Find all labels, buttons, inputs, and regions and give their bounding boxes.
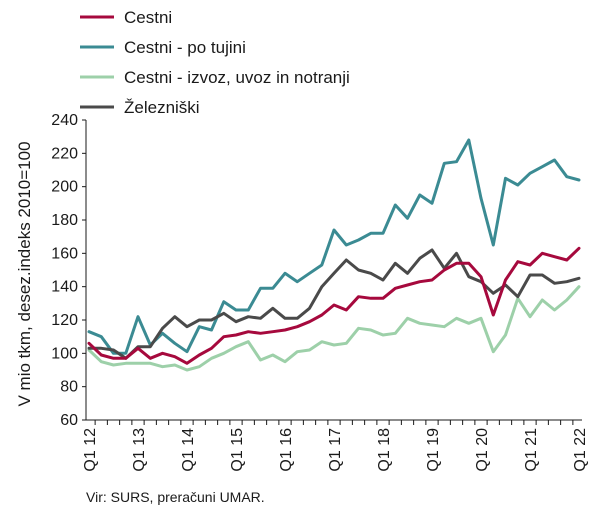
y-tick-label: 160 [51,245,78,262]
x-tick-label: Q1 15 [229,428,246,472]
series-line-3 [87,248,581,360]
series-line-2 [87,285,581,372]
x-tick-label: Q1 12 [82,428,99,472]
x-tick-label: Q1 22 [572,428,589,472]
y-tick-label: 120 [51,312,78,329]
series-layer [87,138,581,372]
x-tick-label: Q1 13 [131,428,148,472]
series-line-0 [87,246,581,365]
legend: Cestni Cestni - po tujini Cestni - izvoz, … [80,8,350,117]
y-tick-label: 200 [51,179,78,196]
x-tick-label: Q1 14 [180,428,197,472]
x-tick-label: Q1 16 [278,428,295,472]
y-tick-label: 60 [60,412,78,429]
legend-label-1: Cestni - po tujini [124,38,246,57]
y-tick-label: 140 [51,279,78,296]
y-tick-label: 80 [60,379,78,396]
y-tick-label: 100 [51,345,78,362]
x-tick-label: Q1 18 [376,428,393,472]
y-tick-label: 180 [51,212,78,229]
x-tick-label: Q1 21 [523,428,540,472]
legend-label-3: Železniški [124,98,200,117]
y-tick-label: 220 [51,145,78,162]
x-tick-label: Q1 17 [327,428,344,472]
axes: 60 80 100 120 140 160 180 200 220 240 Q1 12 Q1 13 Q1… [51,112,589,472]
y-axis-label: V mio tkm, desez.indeks 2010=100 [15,141,34,406]
legend-label-2: Cestni - izvoz, uvoz in notranji [124,68,350,87]
y-tick-label: 240 [51,112,78,129]
legend-label-0: Cestni [124,8,172,27]
x-tick-label: Q1 20 [474,428,491,472]
source-note: Vir: SURS, preračuni UMAR. [86,489,265,505]
series-line-1 [87,138,581,355]
x-tick-label: Q1 19 [425,428,442,472]
